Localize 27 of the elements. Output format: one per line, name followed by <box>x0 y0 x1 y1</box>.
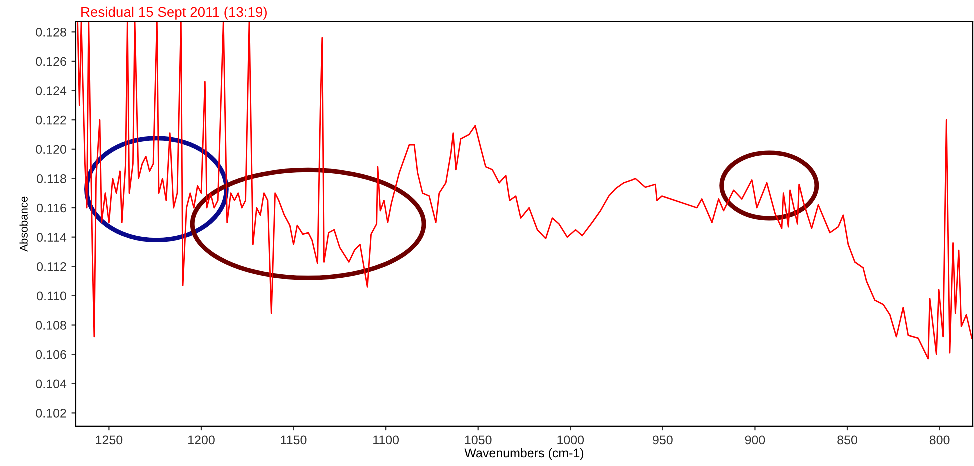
y-tick-label: 0.122 <box>36 116 66 125</box>
x-axis-title: Wavenumbers (cm-1) <box>464 448 584 460</box>
y-tick-label: 0.128 <box>36 28 66 37</box>
y-tick-label: 0.126 <box>36 57 66 66</box>
x-tick-label: 1000 <box>558 436 584 445</box>
y-tick-label: 0.108 <box>36 321 66 330</box>
y-tick-label: 0.110 <box>37 292 66 301</box>
x-tick-label: 1250 <box>96 436 123 445</box>
series-label: Residual 15 Sept 2011 (13:19) <box>82 6 267 20</box>
y-tick-label: 0.104 <box>36 380 67 389</box>
x-tick-label: 1200 <box>188 436 215 445</box>
y-tick-label: 0.118 <box>37 174 66 184</box>
x-tick-label: 950 <box>653 436 673 445</box>
y-tick-label: 0.120 <box>36 145 66 154</box>
y-axis-title: Absobance <box>20 196 28 252</box>
x-tick-label: 900 <box>745 436 766 445</box>
y-tick-label: 0.112 <box>37 262 66 272</box>
x-tick-label: 1050 <box>465 436 492 445</box>
y-tick-label: 0.124 <box>36 86 67 96</box>
y-tick-label: 0.116 <box>37 204 66 213</box>
y-tick-label: 0.114 <box>37 233 67 242</box>
y-tick-label: 0.106 <box>36 350 66 360</box>
y-tick-label: 0.102 <box>36 409 66 418</box>
x-tick-label: 1100 <box>374 436 400 445</box>
x-tick-label: 1150 <box>281 436 307 445</box>
x-tick-label: 850 <box>838 436 858 445</box>
x-tick-label: 800 <box>930 436 950 445</box>
